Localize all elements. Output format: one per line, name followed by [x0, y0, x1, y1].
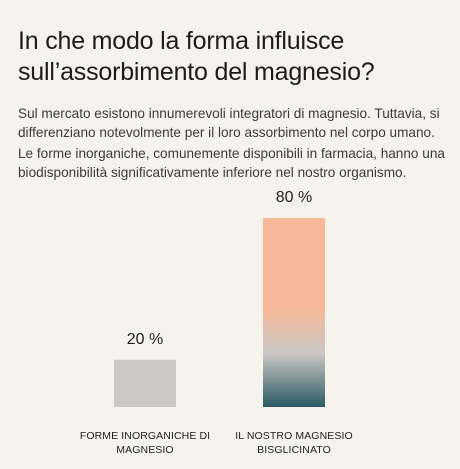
- page-title: In che modo la forma influisce sull’asso…: [18, 27, 375, 86]
- bar-0: [114, 359, 176, 407]
- intro-paragraph: Sul mercato esistono innumerevoli integr…: [18, 106, 440, 140]
- bar-value-label-0: 20 %: [127, 331, 163, 348]
- category-label-inorganic: FORME INORGANICHE DI MAGNESIO: [79, 430, 211, 456]
- bar-1: [263, 218, 325, 407]
- bar-value-label-1: 80 %: [276, 189, 312, 206]
- detail-paragraph: Le forme inorganiche, comunemente dispon…: [18, 146, 445, 180]
- category-label-bisglycinate: IL NOSTRO MAGNESIO BISGLICINATO: [235, 430, 353, 456]
